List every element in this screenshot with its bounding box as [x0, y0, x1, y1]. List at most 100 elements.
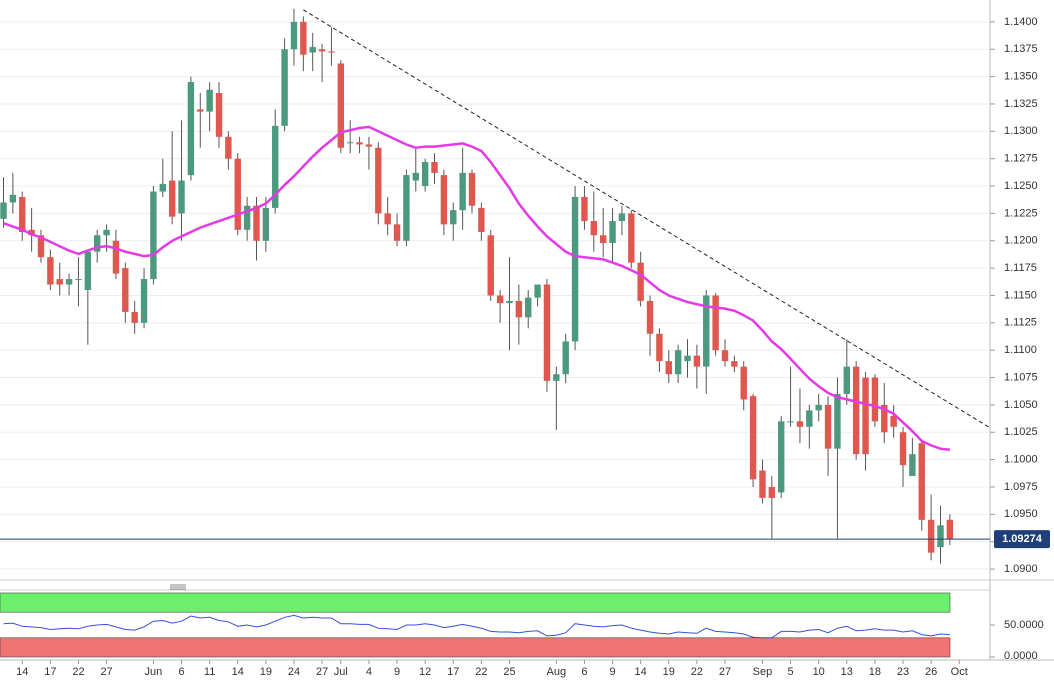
x-tick-label: Sep — [753, 666, 773, 678]
candle-body — [262, 207, 270, 241]
candle-body — [646, 300, 654, 334]
rsi-y-tick-label: 50.0000 — [1004, 619, 1044, 631]
candle-body — [478, 207, 485, 232]
y-tick-label: 1.1050 — [1004, 399, 1038, 411]
y-tick-label: 1.0975 — [1004, 481, 1038, 493]
candle-body — [852, 366, 860, 455]
candle-body — [56, 279, 63, 285]
y-tick-label: 1.1275 — [1004, 153, 1038, 165]
x-tick-label: 25 — [503, 666, 515, 678]
moving-average — [3, 125, 951, 452]
candle-body — [749, 396, 757, 480]
x-tick-label: Oct — [951, 666, 968, 678]
candle-body — [365, 144, 373, 147]
candle-body — [637, 262, 644, 301]
candle-body — [871, 377, 879, 422]
candle-body — [75, 279, 82, 281]
candle-body — [375, 147, 382, 214]
candle-body — [534, 284, 541, 298]
x-tick-label: 6 — [178, 666, 184, 678]
x-tick-label: 18 — [869, 666, 881, 678]
candle-body — [787, 421, 794, 423]
candle-body — [412, 172, 419, 181]
x-tick-label: 27 — [719, 666, 731, 678]
candle-body — [571, 196, 579, 342]
candle-body — [47, 257, 54, 285]
candle-body — [843, 366, 850, 394]
candle-body — [862, 377, 869, 455]
x-tick-label: 5 — [788, 666, 794, 678]
candle-body — [9, 194, 17, 203]
y-tick-label: 1.1250 — [1004, 180, 1038, 192]
x-tick-label: Jun — [145, 666, 163, 678]
candle-body — [834, 393, 841, 449]
candle-body — [562, 341, 569, 375]
candle-body — [103, 229, 110, 236]
candle-body — [131, 311, 138, 323]
candle-body — [65, 279, 73, 285]
candle-body — [937, 525, 944, 548]
candle-body — [337, 63, 345, 148]
candle-body — [140, 279, 148, 323]
x-tick-label: 17 — [44, 666, 56, 678]
x-tick-label: 27 — [316, 666, 328, 678]
x-tick-label: 17 — [447, 666, 459, 678]
y-tick-label: 1.1000 — [1004, 454, 1038, 466]
candle-body — [712, 295, 719, 351]
scroll-grip[interactable] — [170, 584, 186, 590]
candle-body — [684, 355, 691, 362]
candle-body — [487, 235, 494, 296]
last-price-box — [994, 530, 1050, 549]
x-tick-label: 22 — [475, 666, 487, 678]
x-tick-label: 27 — [100, 666, 112, 678]
candle-body — [599, 235, 607, 243]
candle-body — [881, 404, 888, 433]
candle-body — [909, 454, 916, 477]
candle-body — [234, 158, 241, 230]
candle-body — [656, 333, 663, 362]
y-tick-label: 1.1375 — [1004, 43, 1038, 55]
x-tick-label: 19 — [663, 666, 675, 678]
candle-body — [178, 180, 185, 214]
candle-body — [459, 172, 466, 211]
y-tick-label: 1.0900 — [1004, 563, 1038, 575]
candle-body — [796, 421, 804, 427]
candle-body — [215, 93, 223, 137]
y-tick-label: 1.1325 — [1004, 98, 1038, 110]
candle-body — [281, 49, 288, 126]
candle-body — [759, 470, 766, 498]
candle-body — [703, 295, 710, 367]
candle-body — [890, 415, 897, 427]
x-tick-label: 13 — [841, 666, 853, 678]
candle-body — [290, 21, 298, 50]
candle-body — [581, 196, 588, 222]
candle-body — [440, 175, 448, 225]
x-tick-label: 14 — [635, 666, 647, 678]
candle-body — [740, 366, 747, 400]
x-tick-label: 14 — [232, 666, 244, 678]
x-tick-label: Jul — [334, 666, 348, 678]
x-tick-label: 22 — [691, 666, 703, 678]
candle-body — [19, 196, 26, 232]
x-tick-label: 14 — [16, 666, 28, 678]
y-tick-label: 1.1350 — [1004, 71, 1038, 83]
trendline — [303, 9, 991, 429]
candle-body — [384, 213, 391, 225]
y-tick-label: 1.1150 — [1004, 289, 1037, 301]
candle-body — [468, 172, 476, 206]
candle-body — [899, 432, 907, 466]
candle-body — [112, 240, 120, 274]
candle-body — [506, 300, 513, 304]
candle-body — [328, 51, 335, 53]
x-tick-label: 10 — [813, 666, 825, 678]
candle-body — [806, 410, 813, 427]
candle-body — [618, 213, 626, 222]
candle-body — [187, 82, 195, 176]
candle-body — [431, 161, 438, 173]
candle-body — [206, 89, 213, 112]
y-tick-label: 1.1200 — [1004, 235, 1038, 247]
y-tick-label: 1.1300 — [1004, 125, 1038, 137]
x-tick-label: 12 — [419, 666, 431, 678]
y-tick-label: 1.1400 — [1004, 16, 1038, 28]
